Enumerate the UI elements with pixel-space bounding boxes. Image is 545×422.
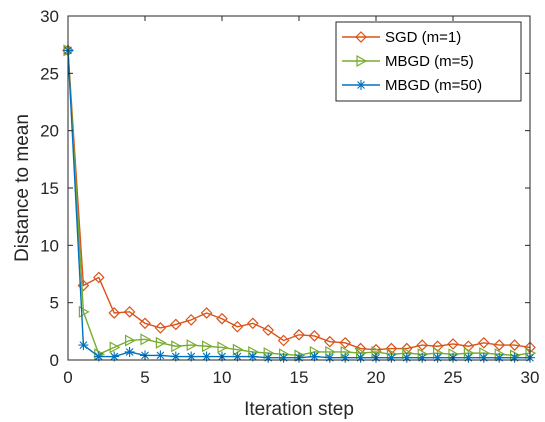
diamond-marker — [154, 322, 167, 334]
axis-ticks: 0 5 10 15 20 25 30 0 5 10 15 20 25 30 — [40, 7, 539, 387]
x-tick-label: 15 — [290, 368, 309, 387]
y-axis-label: Distance to mean — [12, 114, 33, 262]
asterisk-marker — [78, 340, 89, 351]
asterisk-marker — [356, 80, 366, 90]
diamond-marker — [462, 340, 475, 353]
series-line — [67, 50, 531, 351]
diamond-marker — [416, 339, 429, 351]
asterisk-marker — [509, 352, 520, 363]
triangle-marker — [217, 341, 229, 354]
asterisk-marker — [124, 346, 135, 357]
x-tick-label: 10 — [213, 368, 232, 387]
diamond-marker — [231, 320, 244, 333]
asterisk-marker — [263, 352, 274, 363]
legend-item: SGD (m=1) — [342, 29, 461, 46]
triangle-marker — [202, 340, 213, 353]
diamond-marker — [293, 328, 305, 341]
diamond-marker — [355, 31, 367, 43]
legend-label: MBGD (m=50) — [385, 77, 482, 94]
x-tick-label: 5 — [140, 368, 149, 387]
y-tick-label: 15 — [40, 179, 59, 198]
asterisk-marker — [278, 352, 289, 363]
diamond-marker — [246, 317, 259, 330]
asterisk-marker — [186, 351, 197, 362]
diamond-marker — [216, 312, 228, 325]
legend-label: SGD (m=1) — [385, 29, 461, 46]
triangle-marker — [155, 336, 167, 349]
asterisk-marker — [340, 352, 351, 363]
triangle-marker — [171, 340, 183, 353]
diamond-marker — [493, 339, 506, 351]
asterisk-marker — [109, 351, 120, 362]
asterisk-marker — [401, 352, 412, 363]
legend-item: MBGD (m=5) — [342, 53, 474, 70]
asterisk-marker — [432, 352, 443, 363]
asterisk-marker — [324, 352, 335, 363]
series-1 — [62, 44, 536, 356]
asterisk-marker — [247, 351, 258, 362]
legend: SGD (m=1) MBGD (m=5) MBGD (m=50) — [335, 21, 522, 102]
asterisk-marker — [93, 351, 104, 362]
y-tick-label: 0 — [50, 351, 59, 370]
asterisk-marker — [232, 351, 243, 362]
y-tick-label: 10 — [40, 236, 59, 255]
x-tick-label: 0 — [63, 368, 72, 387]
diamond-marker — [339, 336, 352, 349]
x-tick-label: 30 — [521, 368, 540, 387]
legend-item: MBGD (m=50) — [342, 77, 482, 94]
triangle-marker — [78, 305, 90, 318]
diamond-marker — [308, 330, 321, 342]
asterisk-marker — [155, 350, 166, 361]
triangle-marker — [356, 54, 368, 68]
triangle-marker — [186, 339, 198, 352]
diamond-marker — [200, 307, 213, 319]
asterisk-marker — [386, 352, 397, 363]
triangle-marker — [140, 333, 152, 346]
x-tick-label: 20 — [367, 368, 386, 387]
diamond-marker — [431, 340, 444, 353]
asterisk-marker — [309, 351, 320, 362]
x-axis-label: Iteration step — [244, 399, 354, 420]
diamond-marker — [447, 338, 459, 350]
diamond-marker — [508, 339, 521, 351]
y-tick-label: 5 — [50, 294, 59, 313]
legend-label: MBGD (m=5) — [385, 53, 474, 70]
asterisk-marker — [201, 351, 212, 362]
diamond-marker — [123, 305, 136, 318]
diamond-marker — [477, 336, 490, 349]
diamond-marker — [262, 324, 275, 337]
diamond-marker — [139, 317, 151, 330]
y-tick-label: 30 — [40, 7, 59, 26]
diamond-marker — [185, 314, 198, 326]
y-tick-label: 20 — [40, 122, 59, 141]
y-tick-label: 25 — [40, 64, 59, 83]
triangle-marker — [124, 334, 136, 347]
asterisk-marker — [463, 352, 474, 363]
asterisk-marker — [478, 352, 489, 363]
asterisk-marker — [494, 352, 505, 363]
triangle-marker — [109, 341, 121, 354]
diamond-marker — [277, 334, 290, 347]
asterisk-marker — [417, 352, 428, 363]
diamond-marker — [92, 271, 105, 284]
asterisk-marker — [355, 352, 366, 363]
diamond-marker — [323, 335, 336, 348]
asterisk-marker — [170, 351, 181, 362]
diamond-marker — [108, 307, 121, 319]
x-tick-label: 25 — [444, 368, 463, 387]
diamond-marker — [169, 318, 182, 331]
